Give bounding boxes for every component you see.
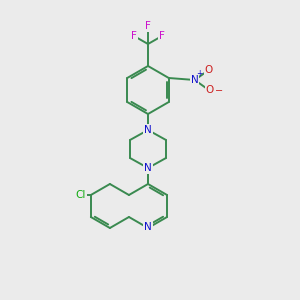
Text: O: O: [205, 65, 213, 75]
Text: F: F: [159, 31, 165, 41]
Text: N: N: [144, 163, 152, 173]
Text: N: N: [144, 125, 152, 135]
Text: −: −: [215, 86, 223, 96]
Text: N: N: [144, 222, 152, 232]
Text: O: O: [206, 85, 214, 95]
Text: N: N: [191, 75, 199, 85]
Text: +: +: [196, 70, 203, 79]
Text: Cl: Cl: [76, 190, 86, 200]
Text: F: F: [145, 21, 151, 31]
Text: F: F: [131, 31, 137, 41]
